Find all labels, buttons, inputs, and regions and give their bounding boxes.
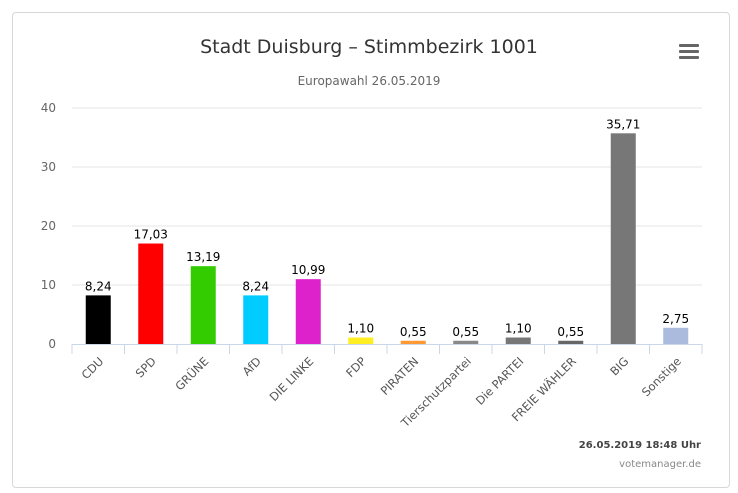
x-tick-label: AfD — [240, 354, 264, 378]
y-tick-label: 40 — [41, 101, 56, 115]
chart-title: Stadt Duisburg – Stimmbezirk 1001 — [200, 36, 538, 58]
data-label: 0,55 — [452, 325, 479, 339]
bar-tierschutzpartei — [453, 340, 479, 344]
bar-afd — [243, 295, 269, 344]
bar-sonstige — [663, 327, 689, 344]
bar-die-linke — [295, 279, 321, 344]
chart-card — [12, 12, 730, 488]
bar-fdp — [348, 337, 374, 344]
y-tick-label: 10 — [41, 278, 56, 292]
x-tick-label: DIE LINKE — [267, 354, 317, 404]
data-label: 1,10 — [505, 322, 532, 336]
x-tick-label: Sonstige — [639, 354, 684, 399]
x-tick-label: GRÜNE — [171, 353, 211, 393]
bar-freie-w-hler — [558, 340, 584, 344]
data-label: 0,55 — [400, 325, 427, 339]
x-tick-label: SPD — [133, 354, 159, 380]
data-label: 8,24 — [242, 279, 269, 293]
bar-piraten — [400, 340, 426, 344]
data-label: 0,55 — [557, 325, 584, 339]
bar-die-partei — [505, 337, 531, 344]
data-label: 13,19 — [186, 250, 220, 264]
x-tick-label: BIG — [607, 354, 631, 378]
timestamp: 26.05.2019 18:48 Uhr — [578, 440, 701, 451]
data-label: 35,71 — [606, 117, 640, 131]
hamburger-menu-icon[interactable] — [679, 44, 699, 60]
data-label: 17,03 — [134, 228, 168, 242]
x-tick-label: FDP — [343, 354, 369, 380]
data-label: 1,10 — [347, 322, 374, 336]
x-tick-label: PIRATEN — [378, 354, 422, 398]
chart-subtitle: Europawahl 26.05.2019 — [297, 74, 441, 88]
data-label: 2,75 — [662, 312, 689, 326]
y-tick-label: 20 — [41, 219, 56, 233]
data-label: 8,24 — [85, 279, 112, 293]
y-tick-label: 30 — [41, 160, 56, 174]
bar-spd — [138, 243, 164, 344]
y-tick-label: 0 — [48, 337, 56, 351]
bar-gr-ne — [190, 266, 216, 344]
x-tick-label: Die PARTEI — [473, 354, 527, 408]
bar-cdu — [85, 295, 111, 344]
bar-big — [610, 133, 636, 344]
data-label: 10,99 — [291, 263, 325, 277]
credits-link[interactable]: votemanager.de — [619, 459, 701, 470]
x-tick-label: CDU — [79, 354, 107, 382]
